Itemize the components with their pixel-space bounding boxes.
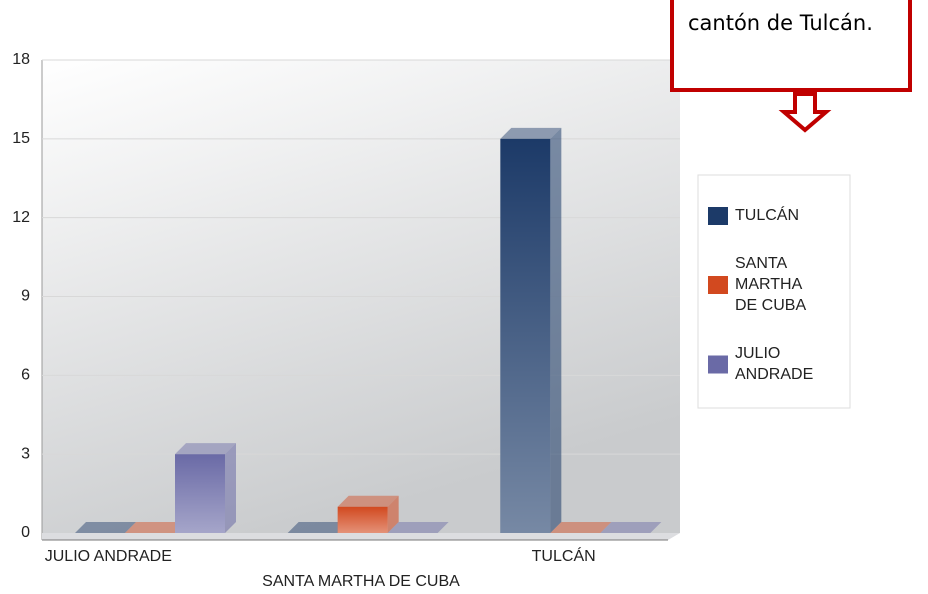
x-tick-label: SANTA MARTHA DE CUBA [262,573,460,590]
legend-line: MARTHA [735,276,803,293]
y-tick-label: 0 [21,524,30,541]
x-tick-label: TULCÁN [532,546,596,565]
y-tick-label: 6 [21,367,30,384]
legend-line: JULIO [735,345,780,362]
bar-side [550,127,562,533]
bar-shine [337,506,388,533]
legend-label: SANTA MARTHA DE CUBA [735,255,806,314]
legend-label: TULCÁN [735,205,799,224]
y-tick-label: 9 [21,288,30,305]
bar-side [387,495,399,533]
annotation: cantón de Tulcán. [688,11,873,35]
legend-line: TULCÁN [735,205,799,224]
legend-swatch [708,207,728,225]
bar-top [387,522,449,533]
legend-swatch [708,276,728,294]
bar-side [225,443,236,533]
legend-label: JULIO ANDRADE [735,345,813,383]
legend-swatch [708,355,728,374]
bar-top [600,522,662,533]
annotation-box: cantón de Tulcán. [670,0,912,92]
bar-shine [500,138,551,534]
bar-shine [175,454,225,533]
legend-line: DE CUBA [735,297,806,314]
x-tick-label: JULIO ANDRADE [45,548,172,565]
legend-line: SANTA [735,255,787,272]
legend-line: ANDRADE [735,366,813,383]
bar-top [75,522,136,533]
y-tick-label: 18 [12,51,30,68]
bar-top [500,127,562,139]
y-tick-label: 12 [12,209,30,226]
bar-top [337,495,399,507]
bar-top [287,522,349,533]
bar-top [125,522,186,533]
y-tick-label: 15 [12,130,30,147]
y-tick-label: 3 [21,445,30,462]
bar-top [175,443,236,455]
floor [42,533,680,540]
bar-top [550,522,612,533]
